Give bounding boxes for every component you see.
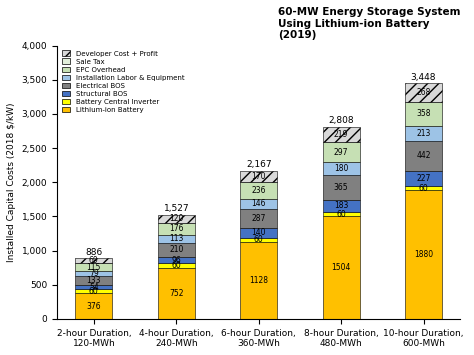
Bar	[405, 171, 442, 186]
Text: 752: 752	[169, 289, 183, 298]
Bar	[322, 127, 360, 142]
Bar	[158, 257, 195, 263]
Bar	[75, 293, 112, 319]
Bar	[405, 141, 442, 171]
Text: 3,448: 3,448	[411, 73, 436, 82]
Bar	[322, 175, 360, 200]
Text: 287: 287	[252, 214, 266, 223]
Bar	[405, 83, 442, 102]
Bar	[158, 242, 195, 257]
Text: 297: 297	[334, 148, 348, 157]
Text: 442: 442	[416, 151, 431, 160]
Bar	[240, 182, 277, 198]
Text: 54: 54	[89, 283, 99, 292]
Bar	[75, 276, 112, 285]
Text: 1504: 1504	[331, 263, 351, 272]
Text: 213: 213	[416, 129, 431, 138]
Text: 176: 176	[169, 224, 183, 233]
Text: 140: 140	[251, 229, 266, 237]
Bar	[405, 126, 442, 141]
Text: 2,808: 2,808	[328, 116, 354, 125]
Text: 1,527: 1,527	[164, 204, 189, 213]
Bar	[240, 238, 277, 242]
Bar	[322, 216, 360, 319]
Bar	[158, 223, 195, 235]
Bar	[75, 263, 112, 271]
Text: 146: 146	[251, 199, 266, 208]
Bar	[240, 209, 277, 228]
Bar	[240, 228, 277, 238]
Bar	[240, 242, 277, 319]
Bar	[75, 258, 112, 263]
Bar	[322, 212, 360, 216]
Text: 183: 183	[334, 201, 348, 210]
Text: 79: 79	[89, 269, 99, 278]
Y-axis label: Installed Capital Costs (2018 $/kW): Installed Capital Costs (2018 $/kW)	[7, 103, 16, 262]
Text: 133: 133	[87, 277, 101, 285]
Bar	[75, 285, 112, 289]
Bar	[75, 271, 112, 276]
Legend: Developer Cost + Profit, Sale Tax, EPC Overhead, Installation Labor & Equipment,: Developer Cost + Profit, Sale Tax, EPC O…	[61, 49, 186, 114]
Bar	[158, 268, 195, 319]
Text: 210: 210	[169, 245, 183, 254]
Text: 60: 60	[254, 235, 264, 244]
Text: 60: 60	[419, 184, 428, 193]
Text: 227: 227	[416, 174, 431, 183]
Bar	[322, 142, 360, 162]
Text: 170: 170	[251, 172, 266, 181]
Text: 120: 120	[169, 214, 183, 223]
Bar	[405, 191, 442, 319]
Text: 60-MW Energy Storage System
Using Lithium-ion Battery
(2019): 60-MW Energy Storage System Using Lithiu…	[278, 7, 460, 40]
Bar	[405, 102, 442, 126]
Text: 60: 60	[172, 261, 181, 270]
Bar	[322, 162, 360, 175]
Bar	[240, 198, 277, 209]
Text: 60: 60	[336, 209, 346, 219]
Text: 358: 358	[416, 109, 431, 118]
Text: 365: 365	[334, 182, 348, 192]
Text: 268: 268	[416, 88, 431, 97]
Text: 1880: 1880	[414, 250, 433, 259]
Bar	[75, 289, 112, 293]
Text: 219: 219	[334, 130, 348, 139]
Text: 96: 96	[172, 256, 181, 265]
Bar	[158, 263, 195, 268]
Text: 113: 113	[169, 234, 183, 243]
Text: 60: 60	[89, 287, 99, 296]
Text: 180: 180	[334, 164, 348, 173]
Text: 69: 69	[89, 256, 99, 265]
Text: 376: 376	[87, 302, 101, 311]
Text: 236: 236	[251, 186, 266, 195]
Text: 115: 115	[87, 263, 101, 272]
Text: 1128: 1128	[249, 276, 268, 285]
Bar	[158, 214, 195, 223]
Bar	[158, 235, 195, 242]
Text: 2,167: 2,167	[246, 160, 272, 169]
Bar	[405, 186, 442, 191]
Text: 886: 886	[85, 248, 102, 257]
Bar	[322, 200, 360, 212]
Bar	[240, 171, 277, 182]
